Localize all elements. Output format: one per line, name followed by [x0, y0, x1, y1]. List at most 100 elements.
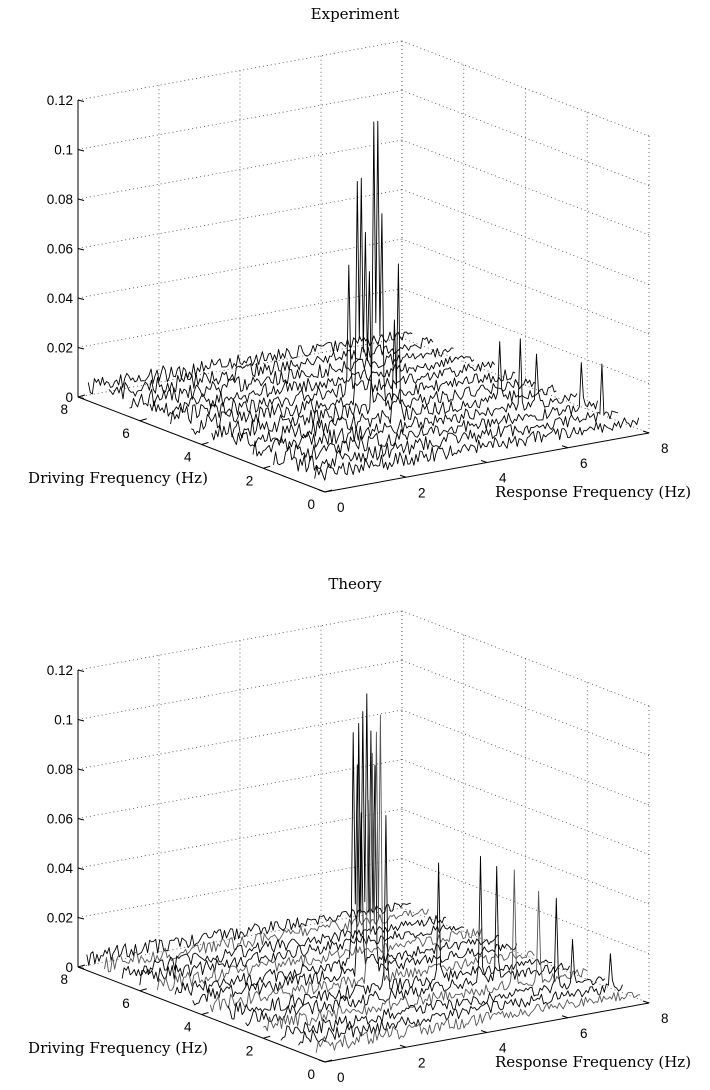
z-tick-label: 0 — [65, 390, 73, 405]
series-trace — [139, 924, 464, 986]
series-trace — [87, 331, 413, 395]
driving-tick-label: 6 — [122, 996, 130, 1011]
grid-line — [77, 189, 403, 249]
driving-tick-label: 4 — [184, 1020, 192, 1035]
grid-line — [401, 189, 650, 285]
grid-line — [401, 288, 650, 384]
z-tick-label: 0 — [65, 960, 73, 975]
series-trace — [209, 714, 535, 1013]
grid-line — [77, 337, 403, 398]
z-tick-mark — [77, 818, 85, 821]
driving-tick-mark — [77, 394, 86, 398]
series-trace — [192, 693, 518, 1006]
theory-traces — [86, 693, 641, 1053]
series-trace — [108, 337, 434, 400]
response-tick-mark — [642, 430, 650, 434]
experiment-grid — [77, 40, 650, 434]
z-tick-label: 0.08 — [47, 762, 73, 777]
z-tick-mark — [77, 917, 85, 920]
z-tick-label: 0.1 — [54, 143, 73, 158]
response-tick-mark — [642, 1000, 650, 1004]
series-trace — [211, 120, 537, 441]
theory-axes — [77, 669, 650, 1063]
response-tick-mark — [399, 1044, 407, 1048]
z-tick-mark — [77, 99, 85, 102]
response-tick-label: 4 — [499, 1041, 507, 1056]
z-tick-mark — [77, 149, 85, 152]
grid-line — [77, 139, 403, 200]
z-tick-mark — [77, 867, 85, 870]
theory-response-axis-label: Response Frequency (Hz) — [495, 1053, 691, 1071]
series-trace — [104, 908, 429, 973]
grid-line — [401, 660, 650, 756]
driving-tick-label: 4 — [184, 450, 192, 465]
series-trace — [280, 897, 606, 1041]
z-tick-mark — [77, 297, 85, 300]
grid-line — [77, 808, 403, 869]
driving-tick-mark — [263, 465, 271, 469]
series-trace — [245, 855, 571, 1027]
grid-line — [77, 759, 403, 819]
z-tick-label: 0.02 — [47, 911, 73, 926]
theory-grid — [77, 610, 650, 1004]
driving-tick-mark — [139, 418, 147, 422]
response-tick-mark — [561, 445, 569, 449]
z-tick-mark — [77, 347, 85, 350]
theory-panel: Theory Driving Frequency (Hz) Response F… — [28, 575, 691, 1085]
grid-line — [401, 858, 650, 954]
driving-tick-mark — [263, 1035, 271, 1039]
driving-tick-label: 6 — [122, 426, 130, 441]
z-tick-label: 0.12 — [47, 663, 73, 678]
response-tick-label: 6 — [580, 1026, 588, 1041]
grid-line — [401, 238, 650, 335]
experiment-driving-axis-label: Driving Frequency (Hz) — [28, 469, 208, 487]
grid-line — [77, 907, 403, 968]
z-tick-mark — [77, 719, 85, 722]
z-tick-mark — [77, 768, 85, 771]
z-tick-mark — [77, 248, 85, 251]
response-tick-mark — [480, 460, 488, 463]
z-tick-mark — [77, 669, 85, 672]
grid-line — [401, 139, 650, 236]
grid-line — [77, 610, 403, 671]
z-tick-label: 0.1 — [54, 713, 73, 728]
z-tick-label: 0.06 — [47, 812, 73, 827]
response-tick-label: 8 — [661, 441, 669, 456]
response-tick-label: 6 — [580, 456, 588, 471]
series-trace — [293, 363, 619, 473]
driving-tick-mark — [201, 1012, 209, 1015]
driving-tick-mark — [77, 964, 86, 968]
grid-line — [77, 858, 403, 918]
series-trace — [156, 928, 482, 991]
series-trace — [273, 362, 598, 466]
z-tick-label: 0.12 — [47, 93, 73, 108]
driving-tick-label: 0 — [307, 1067, 315, 1082]
series-trace — [315, 991, 641, 1053]
series-trace — [252, 338, 578, 457]
grid-line — [401, 808, 650, 905]
driving-tick-mark — [139, 988, 147, 992]
z-tick-label: 0.02 — [47, 341, 73, 356]
series-trace — [227, 815, 553, 1020]
driving-tick-label: 0 — [307, 497, 315, 512]
series-trace — [231, 263, 557, 447]
z-tick-label: 0.04 — [47, 291, 74, 306]
driving-tick-label: 2 — [246, 473, 254, 488]
experiment-title: Experiment — [311, 5, 400, 23]
grid-line — [401, 40, 650, 137]
grid-line — [77, 90, 403, 150]
grid-line — [401, 907, 650, 1004]
grid-line — [77, 238, 403, 299]
z-tick-label: 0.04 — [47, 861, 74, 876]
response-tick-label: 0 — [337, 500, 345, 515]
driving-tick-label: 2 — [246, 1043, 254, 1058]
series-trace — [191, 177, 516, 435]
response-tick-mark — [318, 489, 326, 493]
response-tick-label: 4 — [499, 471, 507, 486]
grid-line — [77, 40, 403, 101]
theory-driving-axis-label: Driving Frequency (Hz) — [28, 1039, 208, 1057]
z-tick-label: 0.08 — [47, 192, 73, 207]
